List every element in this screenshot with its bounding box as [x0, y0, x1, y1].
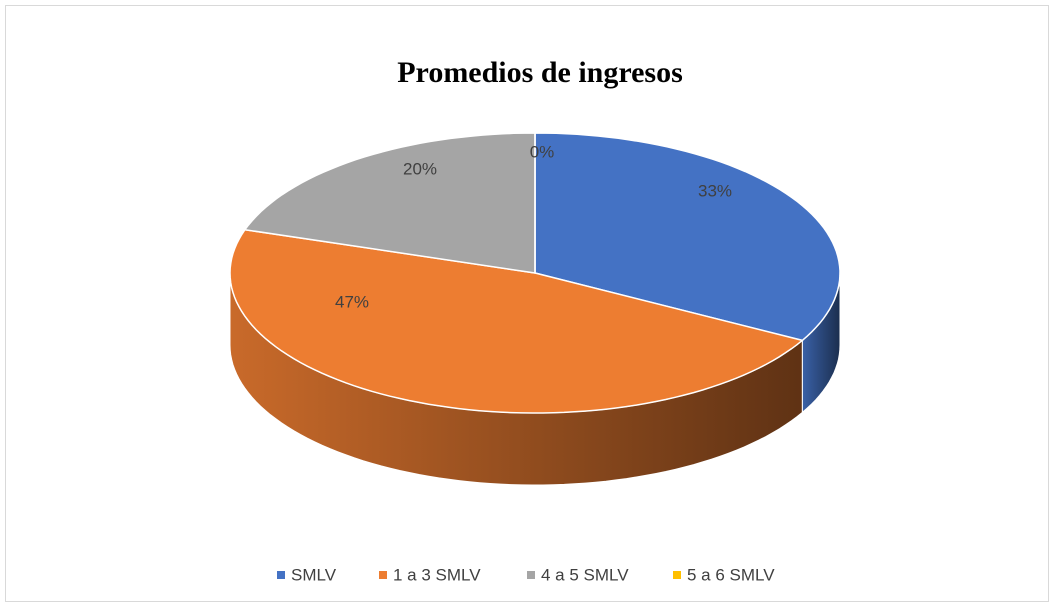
- data-labels: 33% 47% 20% 0%: [335, 142, 732, 311]
- pie-tops: [229, 132, 841, 414]
- legend-label: 4 a 5 SMLV: [541, 565, 629, 584]
- legend-swatch: [673, 571, 681, 579]
- legend-swatch: [277, 571, 285, 579]
- data-label: 47%: [335, 292, 369, 311]
- legend-label: SMLV: [291, 565, 337, 584]
- chart-title: Promedios de ingresos: [397, 56, 683, 89]
- legend-swatch: [527, 571, 535, 579]
- legend-label: 5 a 6 SMLV: [687, 565, 775, 584]
- data-label: 0%: [530, 142, 555, 161]
- data-label: 33%: [698, 181, 732, 200]
- data-label: 20%: [403, 159, 437, 178]
- legend-label: 1 a 3 SMLV: [393, 565, 481, 584]
- pie-slice: [534, 132, 841, 342]
- legend-swatch: [379, 571, 387, 579]
- legend: SMLV 1 a 3 SMLV 4 a 5 SMLV 5 a 6 SMLV: [277, 565, 775, 584]
- pie-slice: [243, 132, 536, 274]
- pie-slice: [229, 228, 804, 414]
